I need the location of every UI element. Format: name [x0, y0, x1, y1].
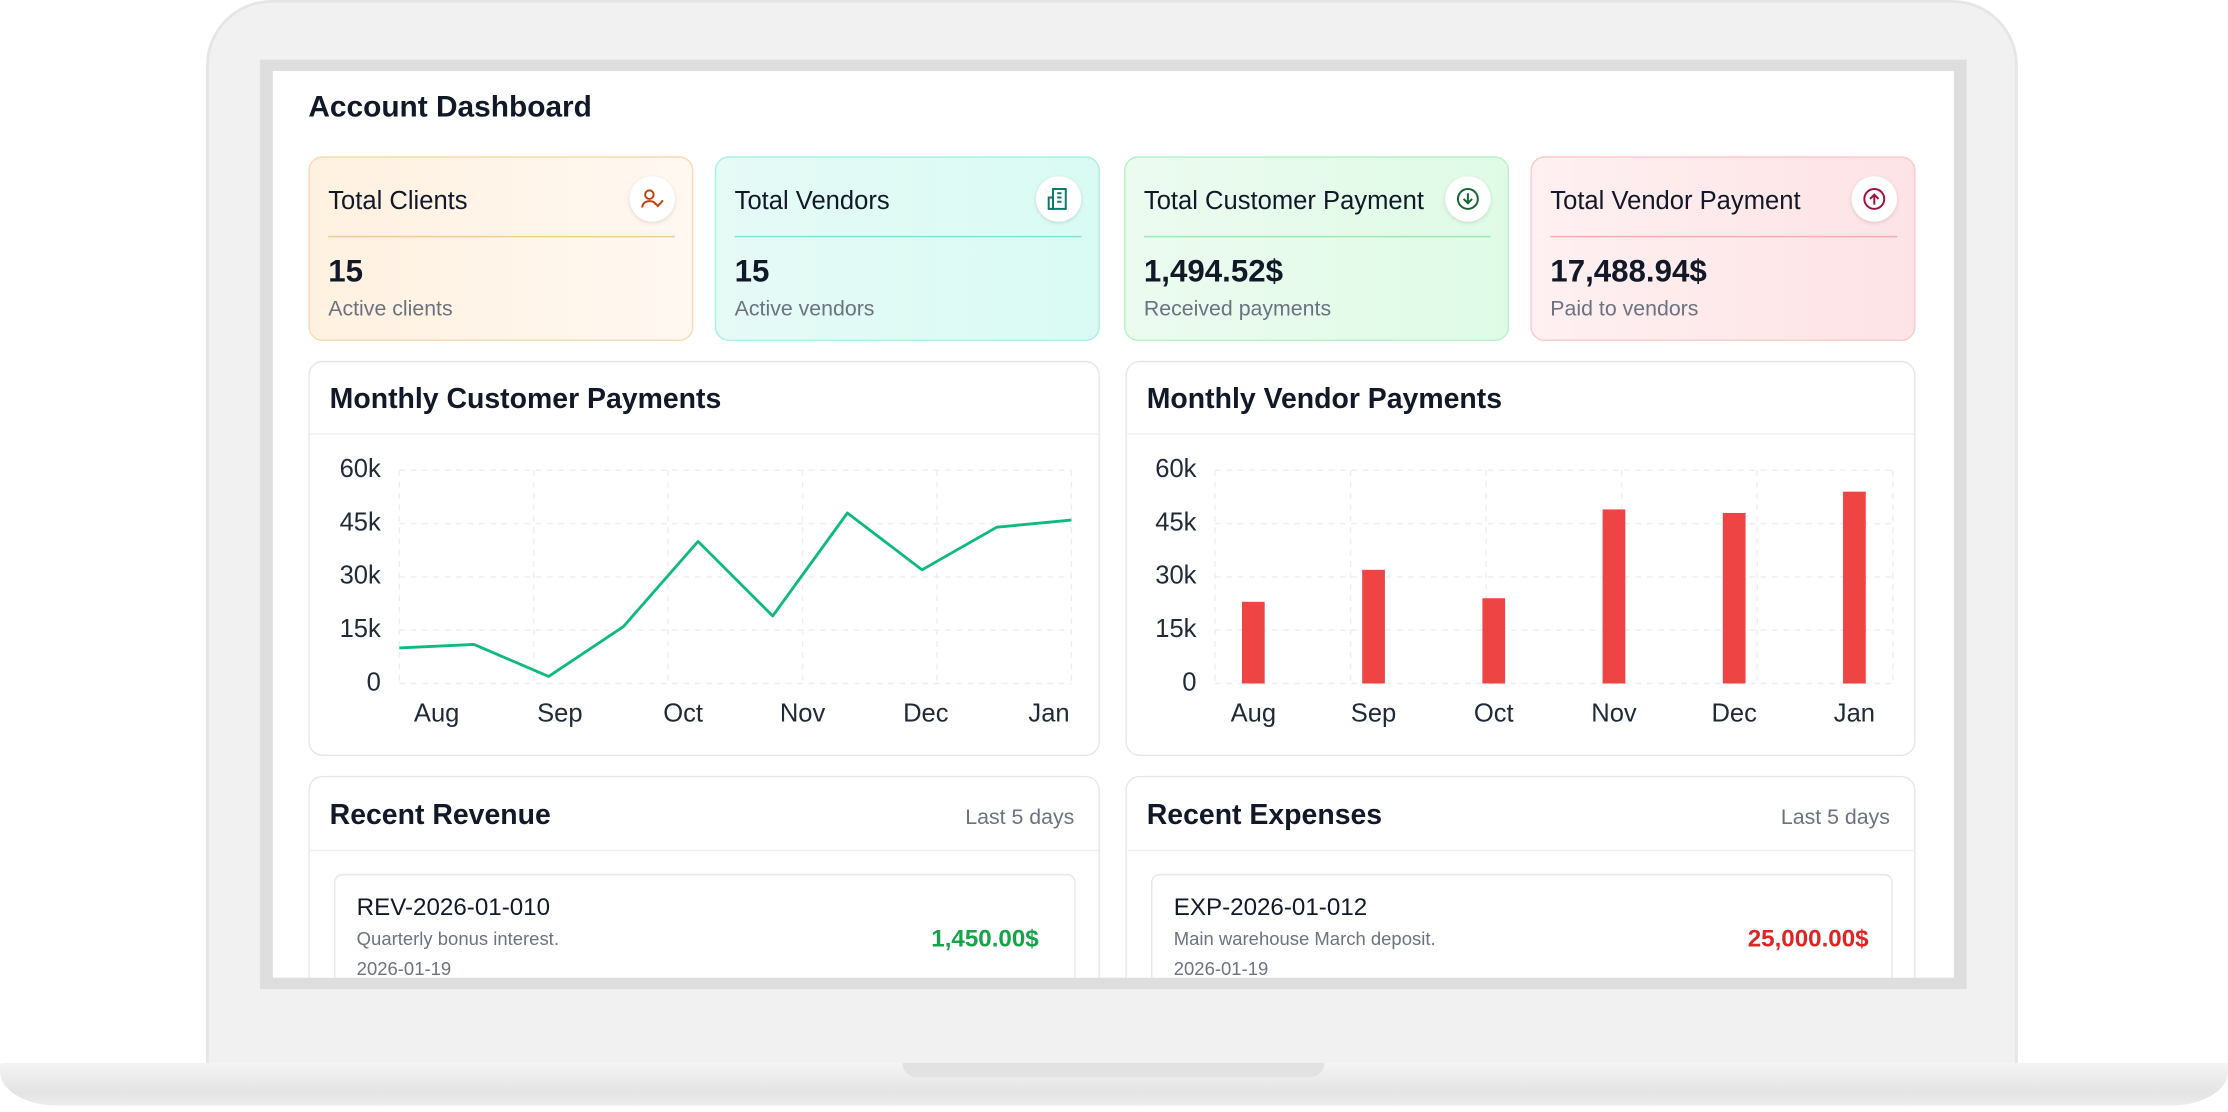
chart-title: Monthly Customer Payments	[329, 383, 722, 415]
x-tick-label: Jan	[1028, 700, 1069, 728]
item-amount: 1,450.00$	[931, 925, 1039, 953]
item-description: Main warehouse March deposit.	[1173, 927, 1436, 950]
bar	[1843, 491, 1866, 684]
recent-expenses-panel: Recent Expenses Last 5 days EXP-2026-01-…	[1125, 775, 1916, 978]
laptop-notch	[902, 1062, 1325, 1078]
panel-divider	[1126, 849, 1915, 852]
x-tick-label: Oct	[663, 700, 703, 728]
stat-card[interactable]: Total Clients 15 Active clients	[308, 156, 694, 342]
panel-title: Recent Revenue	[329, 800, 551, 832]
y-tick-label: 60k	[1155, 455, 1196, 483]
stat-card[interactable]: Total Vendor Payment 17,488.94$ Paid to …	[1530, 156, 1916, 342]
item-date: 2026-01-19	[356, 957, 452, 978]
users-icon	[641, 189, 664, 208]
x-tick-label: Sep	[1351, 700, 1396, 728]
recent-revenue-panel: Recent Revenue Last 5 days REV-2026-01-0…	[308, 775, 1100, 978]
panel-divider	[309, 849, 1099, 852]
building-icon	[1047, 187, 1067, 210]
period-label[interactable]: Last 5 days	[965, 805, 1075, 830]
card-icon	[629, 176, 675, 222]
arrow-up-icon	[1863, 187, 1886, 210]
panel-title: Recent Expenses	[1146, 800, 1383, 832]
x-tick-label: Dec	[903, 700, 949, 728]
recent-area: Recent Revenue Last 5 days REV-2026-01-0…	[273, 767, 1954, 978]
y-tick-label: 15k	[340, 615, 381, 643]
stat-card[interactable]: Total Vendors 15 Active vendors	[714, 156, 1100, 342]
bar	[1482, 598, 1506, 684]
stat-card[interactable]: Total Customer Payment 1,494.52$ Receive…	[1124, 156, 1510, 342]
chart-title: Monthly Vendor Payments	[1146, 383, 1503, 415]
y-tick-label: 0	[367, 668, 381, 696]
bar	[1602, 509, 1626, 684]
card-title: Total Clients	[328, 186, 468, 215]
y-tick-label: 15k	[1155, 615, 1196, 643]
card-value: 15	[734, 252, 770, 289]
line-series	[399, 511, 1072, 678]
bar	[1362, 569, 1385, 684]
y-tick-label: 60k	[340, 455, 381, 483]
card-value: 17,488.94$	[1550, 252, 1707, 289]
revenue-item[interactable]: REV-2026-01-010 Quarterly bonus interest…	[333, 873, 1076, 978]
expense-item[interactable]: EXP-2026-01-012 Main warehouse March dep…	[1151, 873, 1893, 978]
card-title: Total Vendors	[734, 186, 890, 215]
x-tick-label: Nov	[1591, 700, 1637, 728]
y-tick-label: 0	[1182, 668, 1196, 696]
card-divider	[1550, 235, 1898, 238]
bar	[1241, 601, 1265, 684]
y-tick-label: 30k	[1155, 562, 1196, 590]
arrow-down-icon	[1456, 187, 1479, 210]
x-tick-label: Aug	[1231, 700, 1276, 728]
item-date: 2026-01-19	[1173, 957, 1269, 978]
x-tick-label: Dec	[1711, 700, 1757, 728]
card-title: Total Customer Payment	[1143, 186, 1424, 215]
x-tick-label: Jan	[1834, 700, 1875, 728]
card-icon	[1851, 176, 1898, 222]
card-caption: Paid to vendors	[1550, 296, 1699, 322]
x-tick-label: Nov	[780, 700, 826, 728]
item-id: EXP-2026-01-012	[1173, 893, 1368, 921]
bar	[1722, 512, 1746, 684]
chart-panel: Monthly Vendor Payments	[1125, 360, 1916, 756]
card-caption: Active clients	[328, 296, 453, 322]
item-amount: 25,000.00$	[1747, 925, 1869, 953]
x-tick-label: Oct	[1474, 700, 1514, 728]
card-divider	[1143, 235, 1491, 238]
y-tick-label: 45k	[340, 508, 381, 536]
x-tick-label: Aug	[414, 700, 459, 728]
y-tick-label: 30k	[340, 562, 381, 590]
card-caption: Received payments	[1143, 296, 1332, 322]
x-tick-label: Sep	[537, 700, 582, 728]
card-icon	[1445, 176, 1491, 222]
card-value: 1,494.52$	[1143, 252, 1283, 289]
page-title: Account Dashboard	[308, 90, 592, 124]
chart-panel: Monthly Customer Payments	[308, 360, 1100, 756]
panel-divider	[1126, 433, 1915, 435]
item-id: REV-2026-01-010	[356, 893, 551, 921]
y-tick-label: 45k	[1155, 508, 1196, 536]
card-divider	[734, 235, 1082, 238]
panel-divider	[309, 433, 1099, 435]
item-description: Quarterly bonus interest.	[356, 927, 559, 950]
card-value: 15	[328, 252, 364, 289]
card-icon	[1035, 176, 1082, 222]
card-caption: Active vendors	[734, 296, 875, 322]
period-label[interactable]: Last 5 days	[1780, 805, 1890, 830]
card-title: Total Vendor Payment	[1550, 186, 1801, 215]
card-divider	[328, 235, 675, 238]
